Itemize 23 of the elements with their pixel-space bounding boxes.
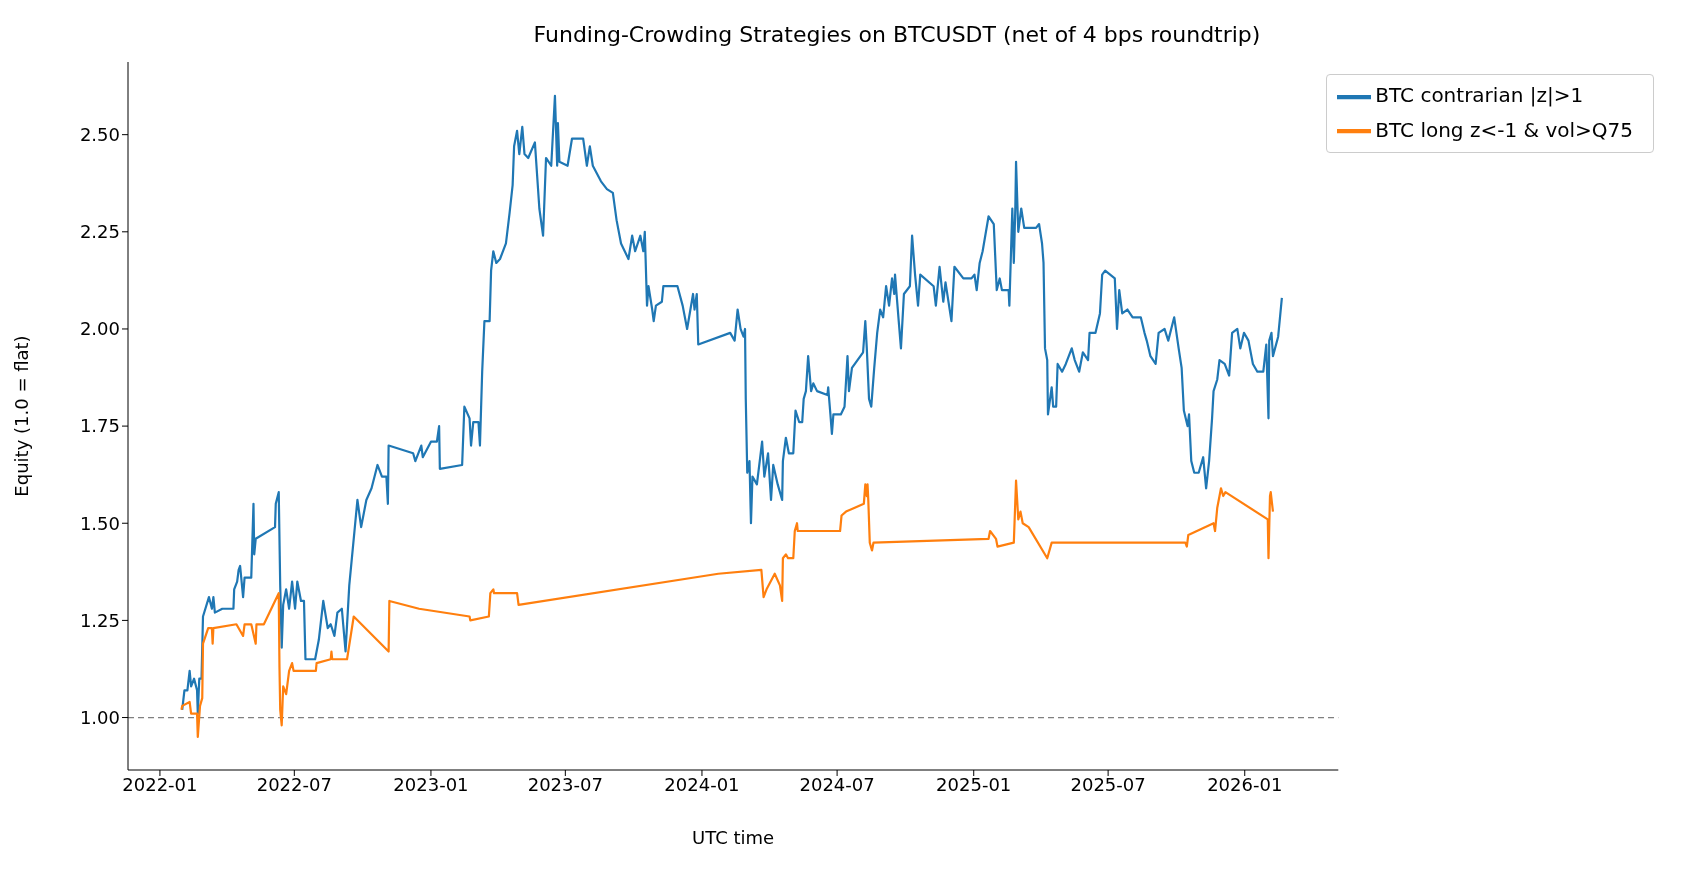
x-tick-label: 2026-01 (1207, 773, 1283, 795)
x-tick-label: 2024-01 (664, 773, 740, 795)
line-series (180, 479, 1275, 739)
y-tick-label: 2.50 (79, 124, 120, 146)
chart-title: Funding-Crowding Strategies on BTCUSDT (net of 4 bps roundtrip) (532, 22, 1262, 47)
legend-label: BTC contrarian |z|>1 (1375, 83, 1584, 107)
y-tick-label: 1.00 (79, 706, 120, 728)
y-tick-label: 2.00 (79, 318, 120, 340)
y-axis-title: Equity (1.0 = flat) (11, 335, 33, 497)
x-tick-label: 2024-07 (799, 773, 875, 795)
y-tick-label: 1.25 (79, 609, 120, 631)
x-tick-label: 2022-01 (122, 773, 198, 795)
x-tick-label: 2025-07 (1070, 773, 1146, 795)
y-tick-label: 1.75 (79, 415, 120, 437)
line-series (181, 94, 1283, 715)
x-tick-label: 2022-07 (256, 773, 332, 795)
y-tick-label: 2.25 (79, 221, 120, 243)
x-tick-label: 2023-01 (393, 773, 469, 795)
x-axis-title: UTC time (692, 827, 775, 848)
y-tick-label: 1.50 (79, 512, 120, 534)
legend-label: BTC long z<-1 & vol>Q75 (1375, 117, 1633, 142)
x-tick-label: 2023-07 (527, 773, 603, 795)
x-tick-label: 2025-01 (936, 773, 1012, 795)
